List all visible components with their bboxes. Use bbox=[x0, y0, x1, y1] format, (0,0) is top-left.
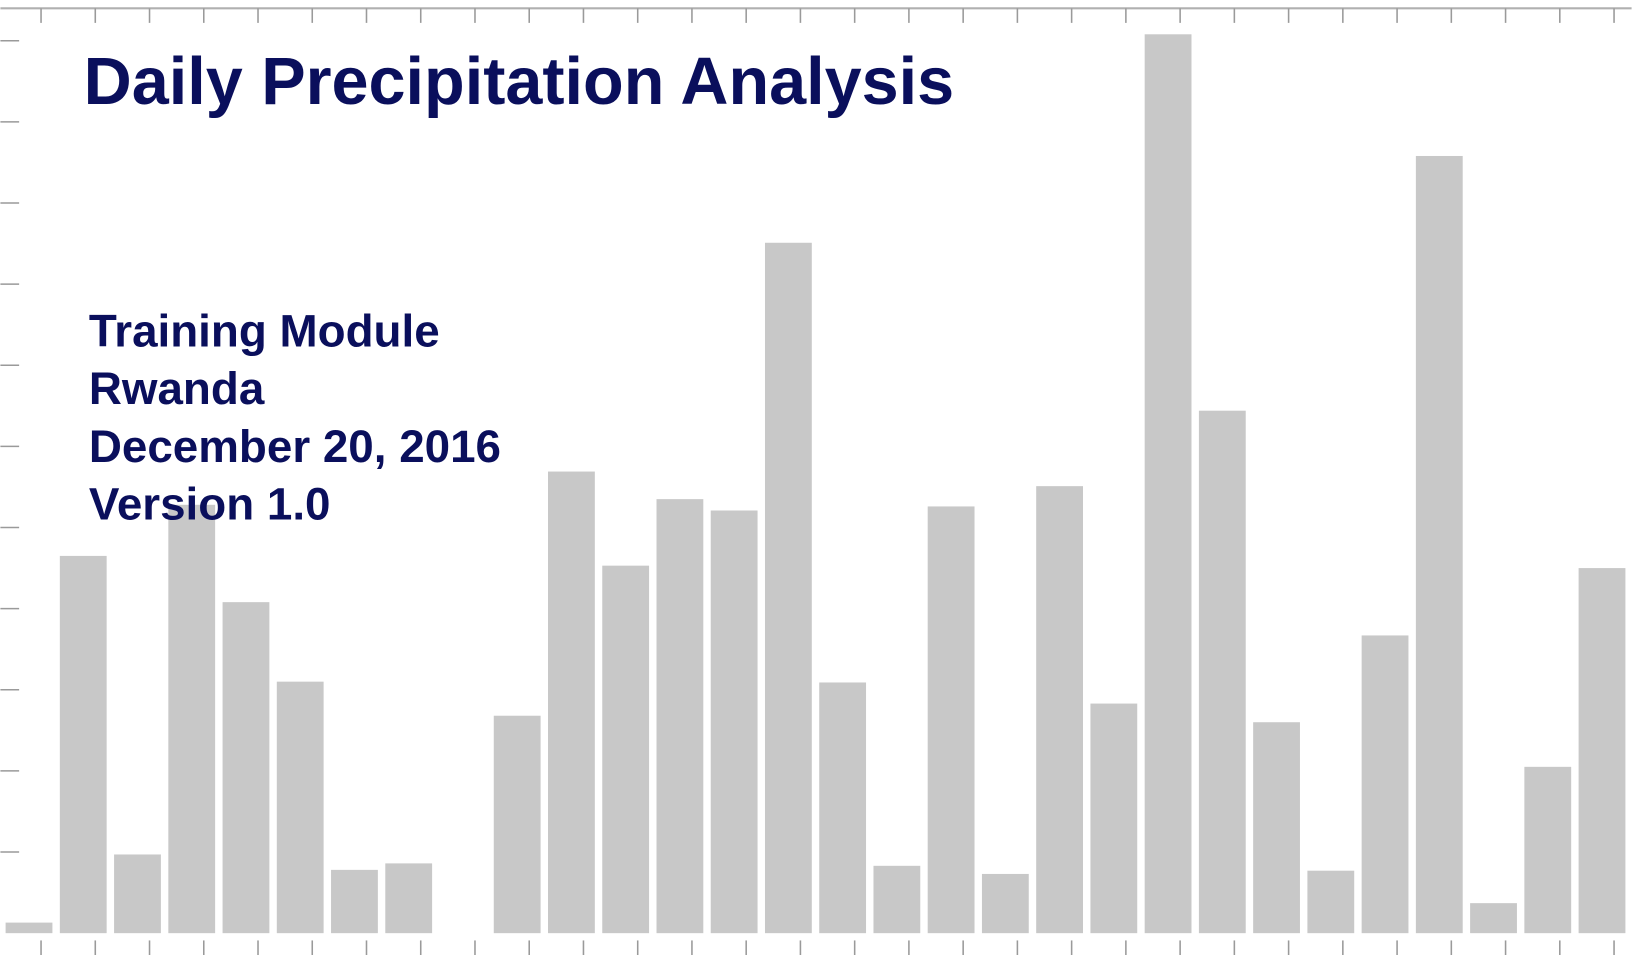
chart-title: Daily Precipitation Analysis bbox=[84, 45, 955, 119]
bar bbox=[981, 873, 1029, 934]
bar bbox=[5, 922, 53, 934]
bar bbox=[1090, 703, 1138, 934]
bar bbox=[927, 506, 975, 934]
plot bbox=[0, 8, 1626, 955]
bar bbox=[602, 565, 650, 934]
bar bbox=[222, 602, 270, 934]
annotations: Training Module Rwanda December 20, 2016 Ve… bbox=[89, 305, 501, 529]
bar bbox=[873, 865, 921, 934]
bar bbox=[59, 555, 107, 934]
bar bbox=[1253, 722, 1300, 934]
bar bbox=[1144, 34, 1192, 934]
annotation: Rwanda bbox=[89, 363, 265, 414]
bar bbox=[1361, 635, 1409, 934]
bar bbox=[114, 854, 161, 934]
bar bbox=[764, 242, 812, 934]
bar bbox=[1307, 870, 1355, 934]
bar bbox=[1036, 486, 1084, 934]
bar bbox=[1524, 766, 1572, 934]
bar bbox=[1470, 903, 1517, 934]
bar bbox=[819, 682, 867, 934]
bar bbox=[656, 499, 704, 934]
annotation: Training Module bbox=[89, 305, 440, 356]
bar bbox=[331, 869, 378, 934]
bar bbox=[548, 471, 595, 934]
bar bbox=[385, 863, 433, 934]
bar bbox=[168, 504, 216, 934]
bar bbox=[493, 715, 541, 934]
bar bbox=[1578, 568, 1626, 934]
bar bbox=[276, 681, 324, 934]
annotation: December 20, 2016 bbox=[89, 421, 501, 472]
bar bbox=[1415, 155, 1463, 934]
bar bbox=[1198, 410, 1246, 934]
bar bbox=[710, 510, 758, 934]
annotation: Version 1.0 bbox=[89, 479, 331, 530]
